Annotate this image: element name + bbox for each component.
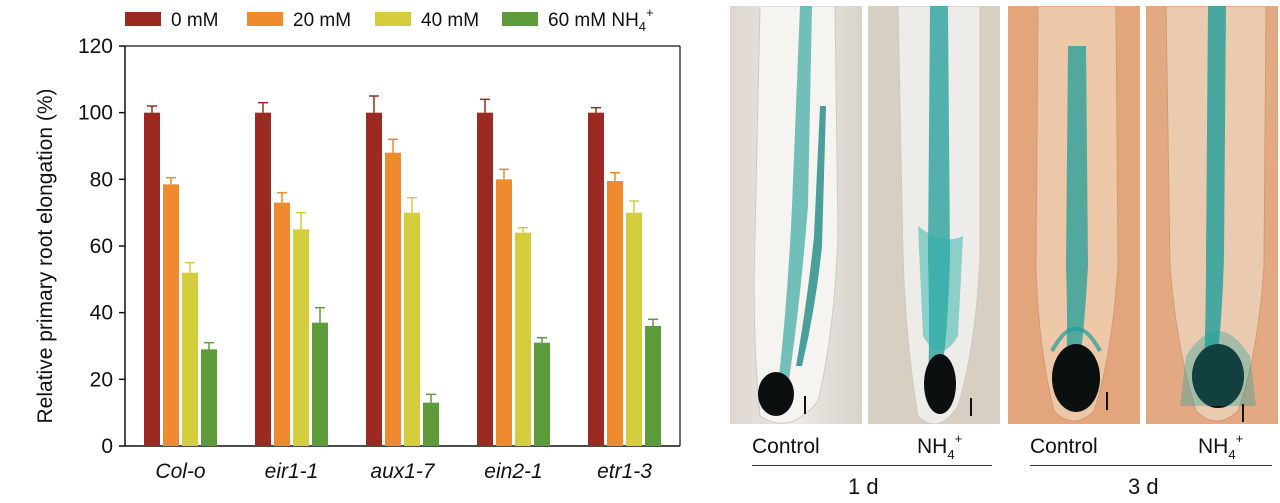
root-image [1008, 6, 1140, 424]
bar [312, 322, 328, 446]
bar [626, 212, 642, 446]
root-image [868, 6, 1000, 424]
legend-swatch [375, 12, 411, 26]
nh4-base: NH [917, 435, 948, 458]
bar [534, 342, 550, 446]
nh4-base: NH [1198, 435, 1229, 458]
y-tick-label: 60 [90, 235, 113, 258]
x-tick-label: etr1-3 [597, 460, 652, 483]
legend-label: 20 mM [293, 10, 351, 31]
bar-group [144, 95, 661, 447]
bar [515, 232, 531, 446]
bar [144, 112, 160, 447]
y-axis-label: Relative primary root elongation (%) [34, 89, 57, 424]
bar [385, 152, 401, 446]
legend-swatch [125, 12, 161, 26]
bar [163, 184, 179, 447]
nh4-sub: 4 [947, 447, 955, 462]
photo-control-1d [730, 6, 862, 424]
bar [607, 181, 623, 446]
root-image [730, 6, 862, 424]
bar [274, 202, 290, 446]
y-tick-label: 100 [78, 102, 113, 125]
group-label-3d: 3 d [1128, 474, 1159, 499]
bar [201, 349, 217, 446]
chart-axes: 0 20 40 60 80 100 120 Col-o eir1-1 aux1-7 ein2-1 et… [78, 35, 681, 483]
photo-nh4-3d [1146, 6, 1278, 424]
bar [477, 112, 493, 447]
legend-label: 0 mM [171, 10, 219, 31]
bar [255, 112, 271, 447]
legend-label: 60 mM NH4+ [548, 5, 654, 34]
group-rule-1d [752, 465, 992, 466]
legend: 0 mM 20 mM 40 mM 60 mM NH4+ [125, 5, 654, 34]
legend-label: 40 mM [421, 10, 479, 31]
bar [588, 112, 604, 447]
photo-control-3d [1008, 6, 1140, 424]
x-tick-label: Col-o [155, 460, 206, 483]
bar [182, 272, 198, 446]
legend-swatch [502, 12, 538, 26]
bar [423, 402, 439, 446]
bar [404, 212, 420, 446]
y-tick-label: 120 [78, 35, 113, 58]
group-label-1d: 1 d [848, 474, 879, 499]
legend-swatch [247, 12, 283, 26]
root-image [1146, 6, 1278, 424]
nh4-sub: 4 [1228, 447, 1236, 462]
x-tick-label: eir1-1 [265, 460, 319, 483]
label-nh4-1d: NH4+ [917, 431, 962, 462]
bar [293, 229, 309, 446]
y-tick-label: 20 [90, 368, 113, 391]
nh4-sup: + [1235, 431, 1244, 446]
y-tick-label: 0 [101, 435, 113, 458]
bar-chart: 0 mM 20 mM 40 mM 60 mM NH4+ 0 20 40 60 80 100 120… [34, 5, 681, 483]
bar [496, 179, 512, 447]
label-nh4-3d: NH4+ [1198, 431, 1243, 462]
x-tick-label: aux1-7 [370, 460, 436, 483]
label-control-1d: Control [752, 435, 820, 458]
y-tick-label: 40 [90, 302, 113, 325]
photo-nh4-1d [868, 6, 1000, 424]
group-rule-3d [1030, 465, 1272, 466]
y-tick-label: 80 [90, 168, 113, 191]
bar [645, 326, 661, 446]
x-tick-label: ein2-1 [484, 460, 542, 483]
bar [366, 112, 382, 447]
nh4-sup: + [954, 431, 963, 446]
label-control-3d: Control [1030, 435, 1098, 458]
